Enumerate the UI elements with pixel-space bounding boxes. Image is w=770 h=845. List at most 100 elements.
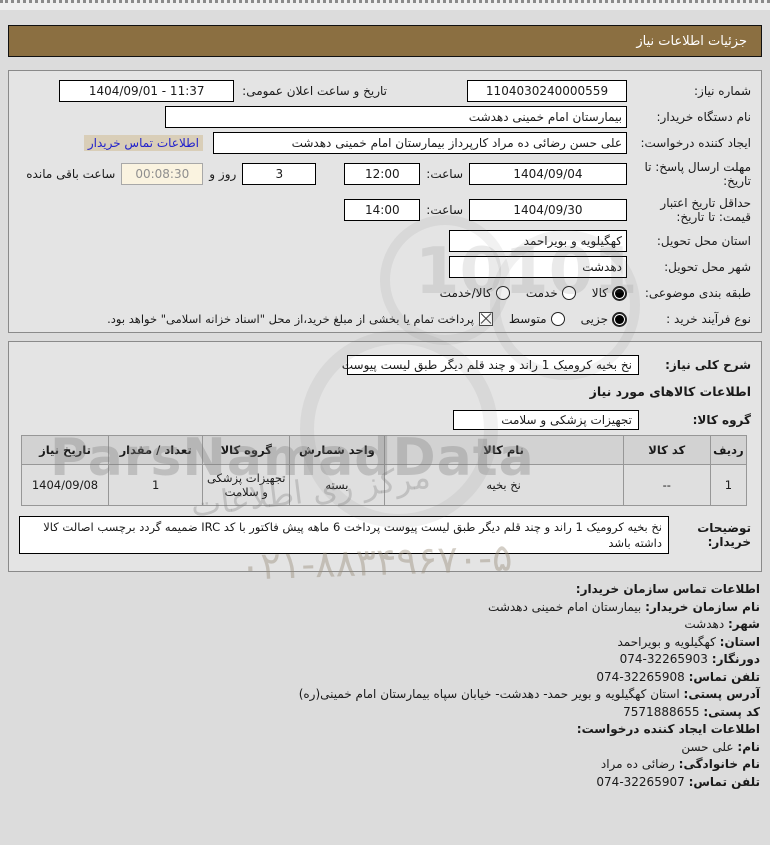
delivery-province-field[interactable]: کهگیلویه و بویراحمد [449,230,627,252]
process-option-minor[interactable]: جزیی [580,311,627,327]
col-goods-code: کد کالا [622,435,711,465]
days-remaining-label: روز و [209,167,237,181]
goods-table-row: 1 -- نخ بخیه بسته تجهیزات پزشکی و سلامت … [21,464,748,506]
contact-line: تلفن تماس: 32265907-074 [10,774,760,792]
creator-phone-value: 32265907-074 [596,774,685,789]
row-delivery-city: شهر محل تحویل: دهدشت [9,256,761,278]
cell-goods-name: نخ بخیه [383,464,624,506]
purchase-process-label: نوع فرآیند خرید : [666,312,751,326]
treasury-checkbox[interactable] [478,312,493,326]
treasury-note: پرداخت تمام یا بخشی از مبلغ خرید،از محل … [107,312,474,326]
announce-datetime-label: تاریخ و ساعت اعلان عمومی: [242,84,387,98]
row-buyer-org: نام دستگاه خریدار: بیمارستان امام خمینی … [9,106,761,128]
buyer-notes-label: توضیحات خریدار: [697,521,751,549]
contact-line: نام خانوادگی: رضائی ده مراد [10,756,760,774]
deadline-time-field[interactable]: 12:00 [344,163,421,185]
radio-minor-icon[interactable] [612,311,627,327]
radio-medium-icon[interactable] [550,312,565,326]
request-creator-label: ایجاد کننده درخواست: [640,136,751,150]
announce-datetime-field[interactable]: 1404/09/01 - 11:37 [59,80,235,102]
postal-address-label: آدرس پستی: [683,687,760,701]
buyer-org-field[interactable]: بیمارستان امام خمینی دهدشت [165,106,627,128]
buyer-contact-link[interactable]: اطلاعات تماس خریدار [83,135,203,151]
contact-line: نام: علی حسن [10,739,760,757]
days-remaining-field: 3 [242,163,317,185]
top-dotted-divider [0,0,770,10]
province-label: استان: [719,634,760,649]
buyer-org-label: نام دستگاه خریدار: [656,110,752,124]
row-buyer-notes: توضیحات خریدار: نخ بخیه کرومیک 1 راند و … [9,516,761,554]
contact-line: تلفن تماس: 32265908-074 [10,669,760,687]
col-quantity: تعداد / مقدار [107,435,204,465]
col-goods-name: نام کالا [383,435,624,465]
postal-code-label: کد پستی: [703,704,760,719]
radio-service-icon[interactable] [561,286,576,300]
cell-quantity: 1 [107,464,204,506]
col-need-date: تاریخ نیاز [21,435,109,465]
delivery-province-label: استان محل تحویل: [656,234,751,248]
phone-label: تلفن تماس: [688,669,760,684]
creator-phone-label: تلفن تماس: [688,774,760,789]
last-name-label: نام خانوادگی: [678,757,760,771]
delivery-city-label: شهر محل تحویل: [664,260,751,274]
org-name-label: نام سازمان خریدار: [645,599,760,614]
page-title-bar: جزئیات اطلاعات نیاز [8,25,762,57]
goods-table-header-row: ردیف کد کالا نام کالا واحد شمارش گروه کا… [21,435,748,465]
contact-line: نام سازمان خریدار: بیمارستان امام خمینی … [10,599,760,617]
goods-table: ردیف کد کالا نام کالا واحد شمارش گروه کا… [21,435,748,506]
class-option-goods[interactable]: کالا [591,285,627,301]
row-need-description: شرح کلی نیاز: نخ بخیه کرومیک 1 راند و چن… [9,354,761,376]
row-subject-classification: طبقه بندی موضوعی: کالا خدمت کالا/خدمت [9,282,761,304]
class-option-goods-label: کالا [591,286,608,300]
countdown-timer: 00:08:30 [121,163,204,185]
process-option-medium-label: متوسط [508,312,547,326]
process-option-minor-label: جزیی [580,312,608,326]
need-description-field[interactable]: نخ بخیه کرومیک 1 راند و چند قلم دیگر طبق… [342,355,639,375]
fax-value: 32265903-074 [619,652,708,666]
postal-address-value: استان کهگیلویه و بویر حمد- دهدشت- خیابان… [298,687,680,701]
row-need-number: شماره نیاز: 1104030240000559 تاریخ و ساع… [9,80,761,102]
last-name-value: رضائی ده مراد [600,757,675,771]
col-count-unit: واحد شمارش [289,435,385,465]
org-contact-title: اطلاعات تماس سازمان خریدار: [575,582,760,596]
org-name-value: بیمارستان امام خمینی دهدشت [488,599,642,614]
row-request-creator: ایجاد کننده درخواست: علی حسن رضائی ده مر… [9,132,761,154]
class-option-service-label: خدمت [525,286,558,300]
buyer-notes-field[interactable]: نخ بخیه کرومیک 1 راند و چند قلم دیگر طبق… [19,516,669,554]
validity-time-field[interactable]: 14:00 [344,199,421,221]
cell-row-number: 1 [709,464,748,506]
contact-line: آدرس پستی: استان کهگیلویه و بویر حمد- ده… [10,686,760,704]
contact-line: استان: کهگیلویه و بویراحمد [10,634,760,652]
goods-group-field[interactable]: تجهیزات پزشکی و سلامت [453,410,639,430]
creator-contact-title: اطلاعات ایجاد کننده درخواست: [576,722,760,736]
price-validity-label: حداقل تاریخ اعتبار قیمت: تا تاریخ: [660,196,751,224]
first-name-value: علی حسن [681,739,734,754]
class-option-goods-service-label: کالا/خدمت [439,286,492,300]
first-name-label: نام: [737,739,760,754]
postal-code-value: 7571888655 [623,704,700,719]
validity-hour-label: ساعت: [426,203,463,217]
row-goods-group: گروه کالا: تجهیزات پزشکی و سلامت [9,409,761,431]
process-option-medium[interactable]: متوسط [509,312,565,326]
contact-line: شهر: دهدشت [10,616,760,634]
class-option-goods-service[interactable]: کالا/خدمت [440,286,510,300]
contact-line: دورنگار: 32265903-074 [10,651,760,669]
col-goods-group: گروه کالا [202,435,291,465]
city-value: دهدشت [684,617,725,631]
class-option-service[interactable]: خدمت [526,286,576,300]
goods-info-panel: شرح کلی نیاز: نخ بخیه کرومیک 1 راند و چن… [8,341,762,572]
row-delivery-province: استان محل تحویل: کهگیلویه و بویراحمد [9,230,761,252]
validity-date-field[interactable]: 1404/09/30 [469,199,627,221]
request-creator-field[interactable]: علی حسن رضائی ده مراد کارپرداز بیمارستان… [213,132,627,154]
need-number-label: شماره نیاز: [694,84,751,98]
subject-classification-label: طبقه بندی موضوعی: [644,286,751,300]
radio-goods-icon[interactable] [612,285,627,301]
delivery-city-field[interactable]: دهدشت [449,256,627,278]
need-number-field[interactable]: 1104030240000559 [467,80,627,102]
contact-section: اطلاعات تماس سازمان خریدار: نام سازمان خ… [10,581,760,791]
radio-goods-service-icon[interactable] [495,286,510,300]
deadline-date-field[interactable]: 1404/09/04 [469,163,627,185]
cell-goods-group: تجهیزات پزشکی و سلامت [202,464,291,506]
col-row-number: ردیف [709,435,748,465]
city-label: شهر: [728,617,760,631]
